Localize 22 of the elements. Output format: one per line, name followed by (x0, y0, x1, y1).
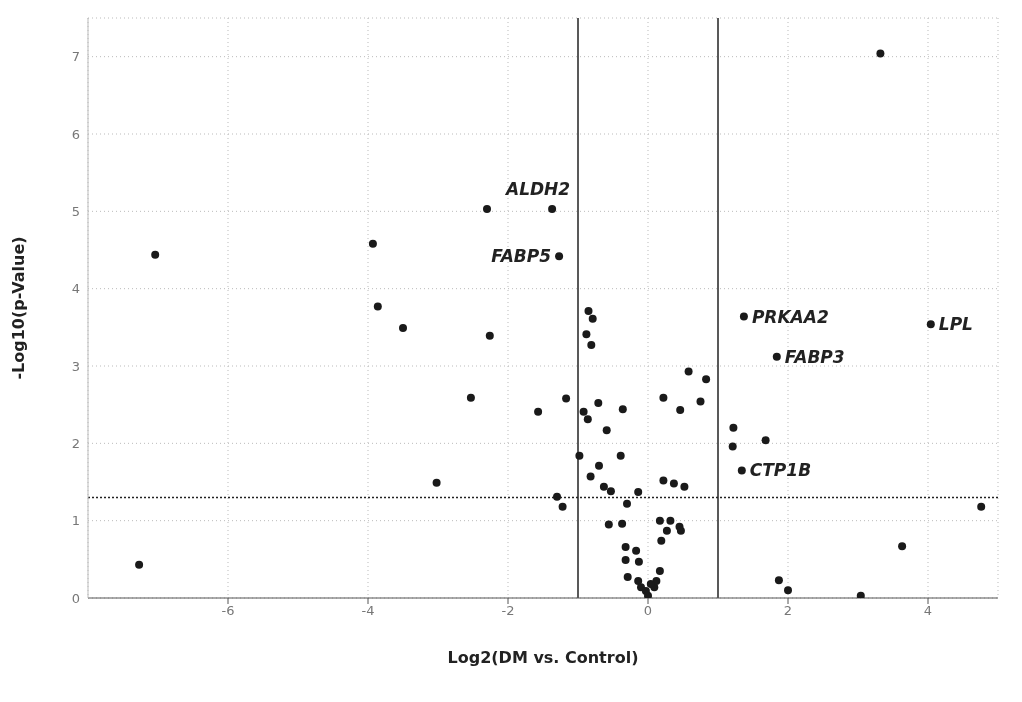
x-tick-label: -2 (501, 603, 515, 619)
y-tick-label: 1 (71, 513, 80, 529)
y-tick-label: 3 (71, 358, 80, 374)
y-tick-label: 4 (71, 281, 80, 297)
y-tick-label: 2 (71, 435, 80, 451)
annotation: PRKAA2 (751, 306, 829, 327)
annotation: FABP3 (784, 346, 845, 367)
annotation: ALDH2 (504, 179, 571, 200)
x-tick-label: 4 (923, 603, 933, 619)
y-tick-label: 0 (71, 590, 80, 606)
y-tick-label: 5 (71, 203, 80, 219)
annotation: CTP1B (749, 460, 812, 481)
x-tick-label: -6 (221, 603, 235, 619)
x-tick-label: 2 (783, 603, 793, 619)
annotation: FABP5 (491, 246, 552, 267)
y-tick-label: 6 (71, 126, 80, 142)
x-axis-title: Log2(DM vs. Control) (447, 648, 639, 667)
y-axis-title: -Log10(p-Value) (8, 236, 28, 380)
annotation: LPL (938, 314, 973, 335)
x-tick-label: -4 (361, 603, 375, 619)
y-tick-label: 7 (71, 49, 80, 65)
x-tick-label: 0 (643, 603, 653, 619)
